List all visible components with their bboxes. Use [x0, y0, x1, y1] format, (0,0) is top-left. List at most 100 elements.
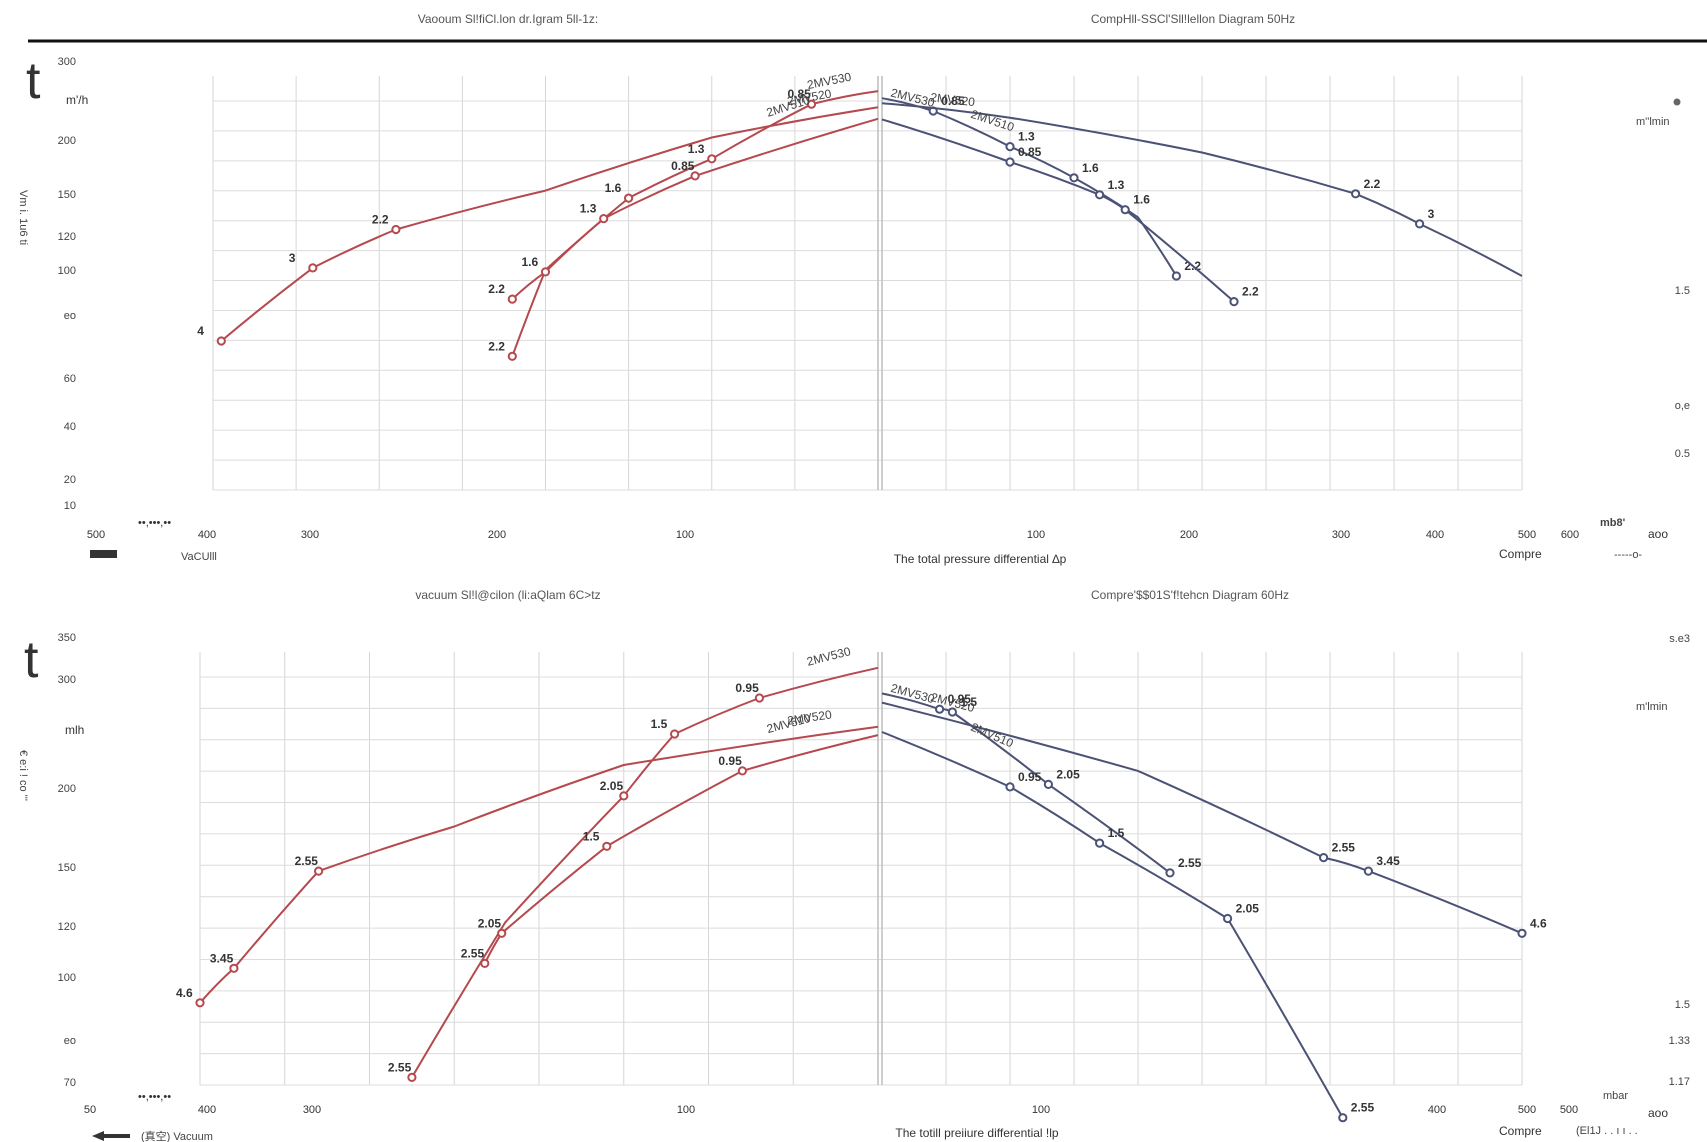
compression-50hz-title: CompHll-SSCl'Sll!lellon Diagram 50Hz [1091, 12, 1295, 26]
curve-2mv530 [881, 692, 1171, 874]
x-tick-label: 600 [1561, 529, 1579, 541]
left-y-tick: 300 [58, 56, 76, 68]
data-point-label: 1.3 [1018, 130, 1035, 144]
vacuum-arrow-icon [90, 550, 117, 558]
curve-2mv530 [881, 97, 1178, 277]
data-point-label: 1.5 [651, 717, 668, 731]
x-tick-label: 500 [87, 529, 105, 541]
data-point-marker [1095, 190, 1105, 200]
x-tick-label: 400 [198, 1104, 216, 1116]
right-y-tick: 1.17 [1669, 1076, 1690, 1088]
x-tick-label: 200 [488, 529, 506, 541]
left-y-tick: 100 [58, 972, 76, 984]
data-point-label: 2.55 [1178, 856, 1202, 870]
data-point-marker [1043, 779, 1054, 790]
series-name-label: 2MV510 [969, 720, 1016, 751]
data-point-label: 1.3 [580, 202, 597, 216]
left-y-tick: 120 [58, 921, 76, 933]
data-point-marker [754, 693, 765, 703]
data-point-label: 3.45 [210, 951, 234, 965]
curve-2mv510 [483, 734, 879, 964]
data-point-marker [1351, 189, 1361, 199]
data-point-label: 1.6 [522, 255, 539, 269]
vacuum-curves-50hz: 2MV5300.851.31.62.22MV5202.2342MV5100.85… [197, 70, 879, 361]
data-point-marker [1338, 1113, 1348, 1123]
left-y-tick: 70 [64, 1077, 76, 1089]
data-point-label: 2.05 [600, 779, 624, 793]
corner-text-50hz: aoo [1648, 527, 1668, 541]
x-tick-label: 300 [303, 1104, 321, 1116]
data-point-marker [216, 336, 226, 346]
data-point-label: 1.5 [583, 829, 600, 843]
data-point-label: 2.05 [478, 916, 502, 930]
data-point-marker [1363, 866, 1374, 876]
data-point-marker [1005, 157, 1015, 167]
data-point-marker [497, 928, 507, 938]
x-axis-title-60hz: The totill preiiure differential !lp [895, 1126, 1059, 1140]
data-point-label: 3 [1428, 207, 1435, 221]
right-y-tick: 1.5 [1675, 285, 1690, 297]
data-point-marker [707, 154, 717, 164]
data-point-label: 2.2 [1242, 285, 1259, 299]
series-name-label: 2MV520 [930, 90, 976, 109]
data-point-marker [599, 214, 609, 224]
data-point-label: 1.5 [960, 695, 977, 709]
data-point-marker [229, 963, 239, 973]
data-point-marker [806, 99, 817, 109]
compression-axis-label-60hz: Compre [1499, 1124, 1542, 1138]
data-point-label: 2.55 [1332, 841, 1356, 855]
left-unit-60hz: mlh [65, 723, 84, 737]
x-tick-label: 400 [1428, 1104, 1446, 1116]
data-point-marker [1171, 271, 1182, 281]
left-y-tick: 60 [64, 373, 76, 385]
data-point-label: 4.6 [1530, 916, 1547, 930]
left-y-ticks-50hz: 300 200 150 120 100 eo 60 40 20 10 [58, 56, 76, 512]
left-y-tick: 120 [58, 231, 76, 243]
data-point-label: 4 [197, 324, 204, 338]
right-y-tick: 1.5 [1675, 999, 1690, 1011]
data-point-label: 2.05 [1056, 767, 1080, 781]
x-tick-label: 400 [1426, 529, 1444, 541]
x-tick-label: 50 [84, 1104, 96, 1116]
data-point-label: 1.6 [1133, 193, 1150, 207]
data-point-label: 1.6 [605, 181, 622, 195]
right-unit-50hz: m''lmin [1636, 116, 1670, 128]
data-point-label: 2.55 [1351, 1101, 1375, 1115]
data-point-marker [670, 729, 680, 739]
data-point-label: 0.85 [1018, 145, 1042, 159]
left-y-tick: 300 [58, 674, 76, 686]
right-y-tick: o,e [1675, 400, 1690, 412]
x-tick-label: 200 [1180, 529, 1198, 541]
data-point-marker [602, 841, 612, 851]
data-point-marker [1165, 868, 1175, 878]
data-point-label: 2.55 [388, 1060, 412, 1074]
data-point-label: 2.2 [372, 213, 389, 227]
compression-curves-50hz: 2MV530 0.851.31.62.22MV5202.232MV5100.851… [881, 86, 1523, 307]
data-point-marker [935, 704, 945, 714]
data-point-label: 0.85 [941, 94, 965, 108]
curve-2mv520 [199, 725, 879, 1004]
curve-2mv510 [881, 118, 1235, 303]
data-point-label: 0.85 [788, 87, 812, 101]
data-point-label: 0.95 [735, 681, 759, 695]
data-point-label: 2.55 [295, 854, 319, 868]
vacuum-x-ticks-50hz: 500 400 300 200 100 [87, 529, 694, 541]
data-point-label: 2.55 [461, 946, 485, 960]
right-y-ticks-60hz: s.e3 1.5 1.33 1.17 [1669, 633, 1690, 1088]
curve-2mv520 [220, 106, 879, 342]
left-rotated-text-60hz: € e:i ! co ''' [17, 750, 29, 801]
left-y-tick: 20 [64, 474, 76, 486]
data-point-marker [1095, 838, 1105, 848]
compression-axis-label-50hz: Compre [1499, 547, 1542, 561]
data-point-label: 1.5 [1108, 826, 1125, 840]
x-tick-label: 100 [676, 529, 694, 541]
data-point-label: 2.2 [1364, 177, 1381, 191]
data-point-marker [690, 171, 700, 181]
x-tick-label: 100 [1032, 1104, 1050, 1116]
left-y-tick: 10 [64, 500, 76, 512]
left-y-tick: 150 [58, 189, 76, 201]
x-tick-label: 300 [1332, 529, 1350, 541]
vacuum-50hz-title: Vaooum Sl!fiCl.lon dr.Igram 5ll-1z: [418, 12, 599, 26]
series-name-label: 2MV530 [805, 644, 852, 669]
